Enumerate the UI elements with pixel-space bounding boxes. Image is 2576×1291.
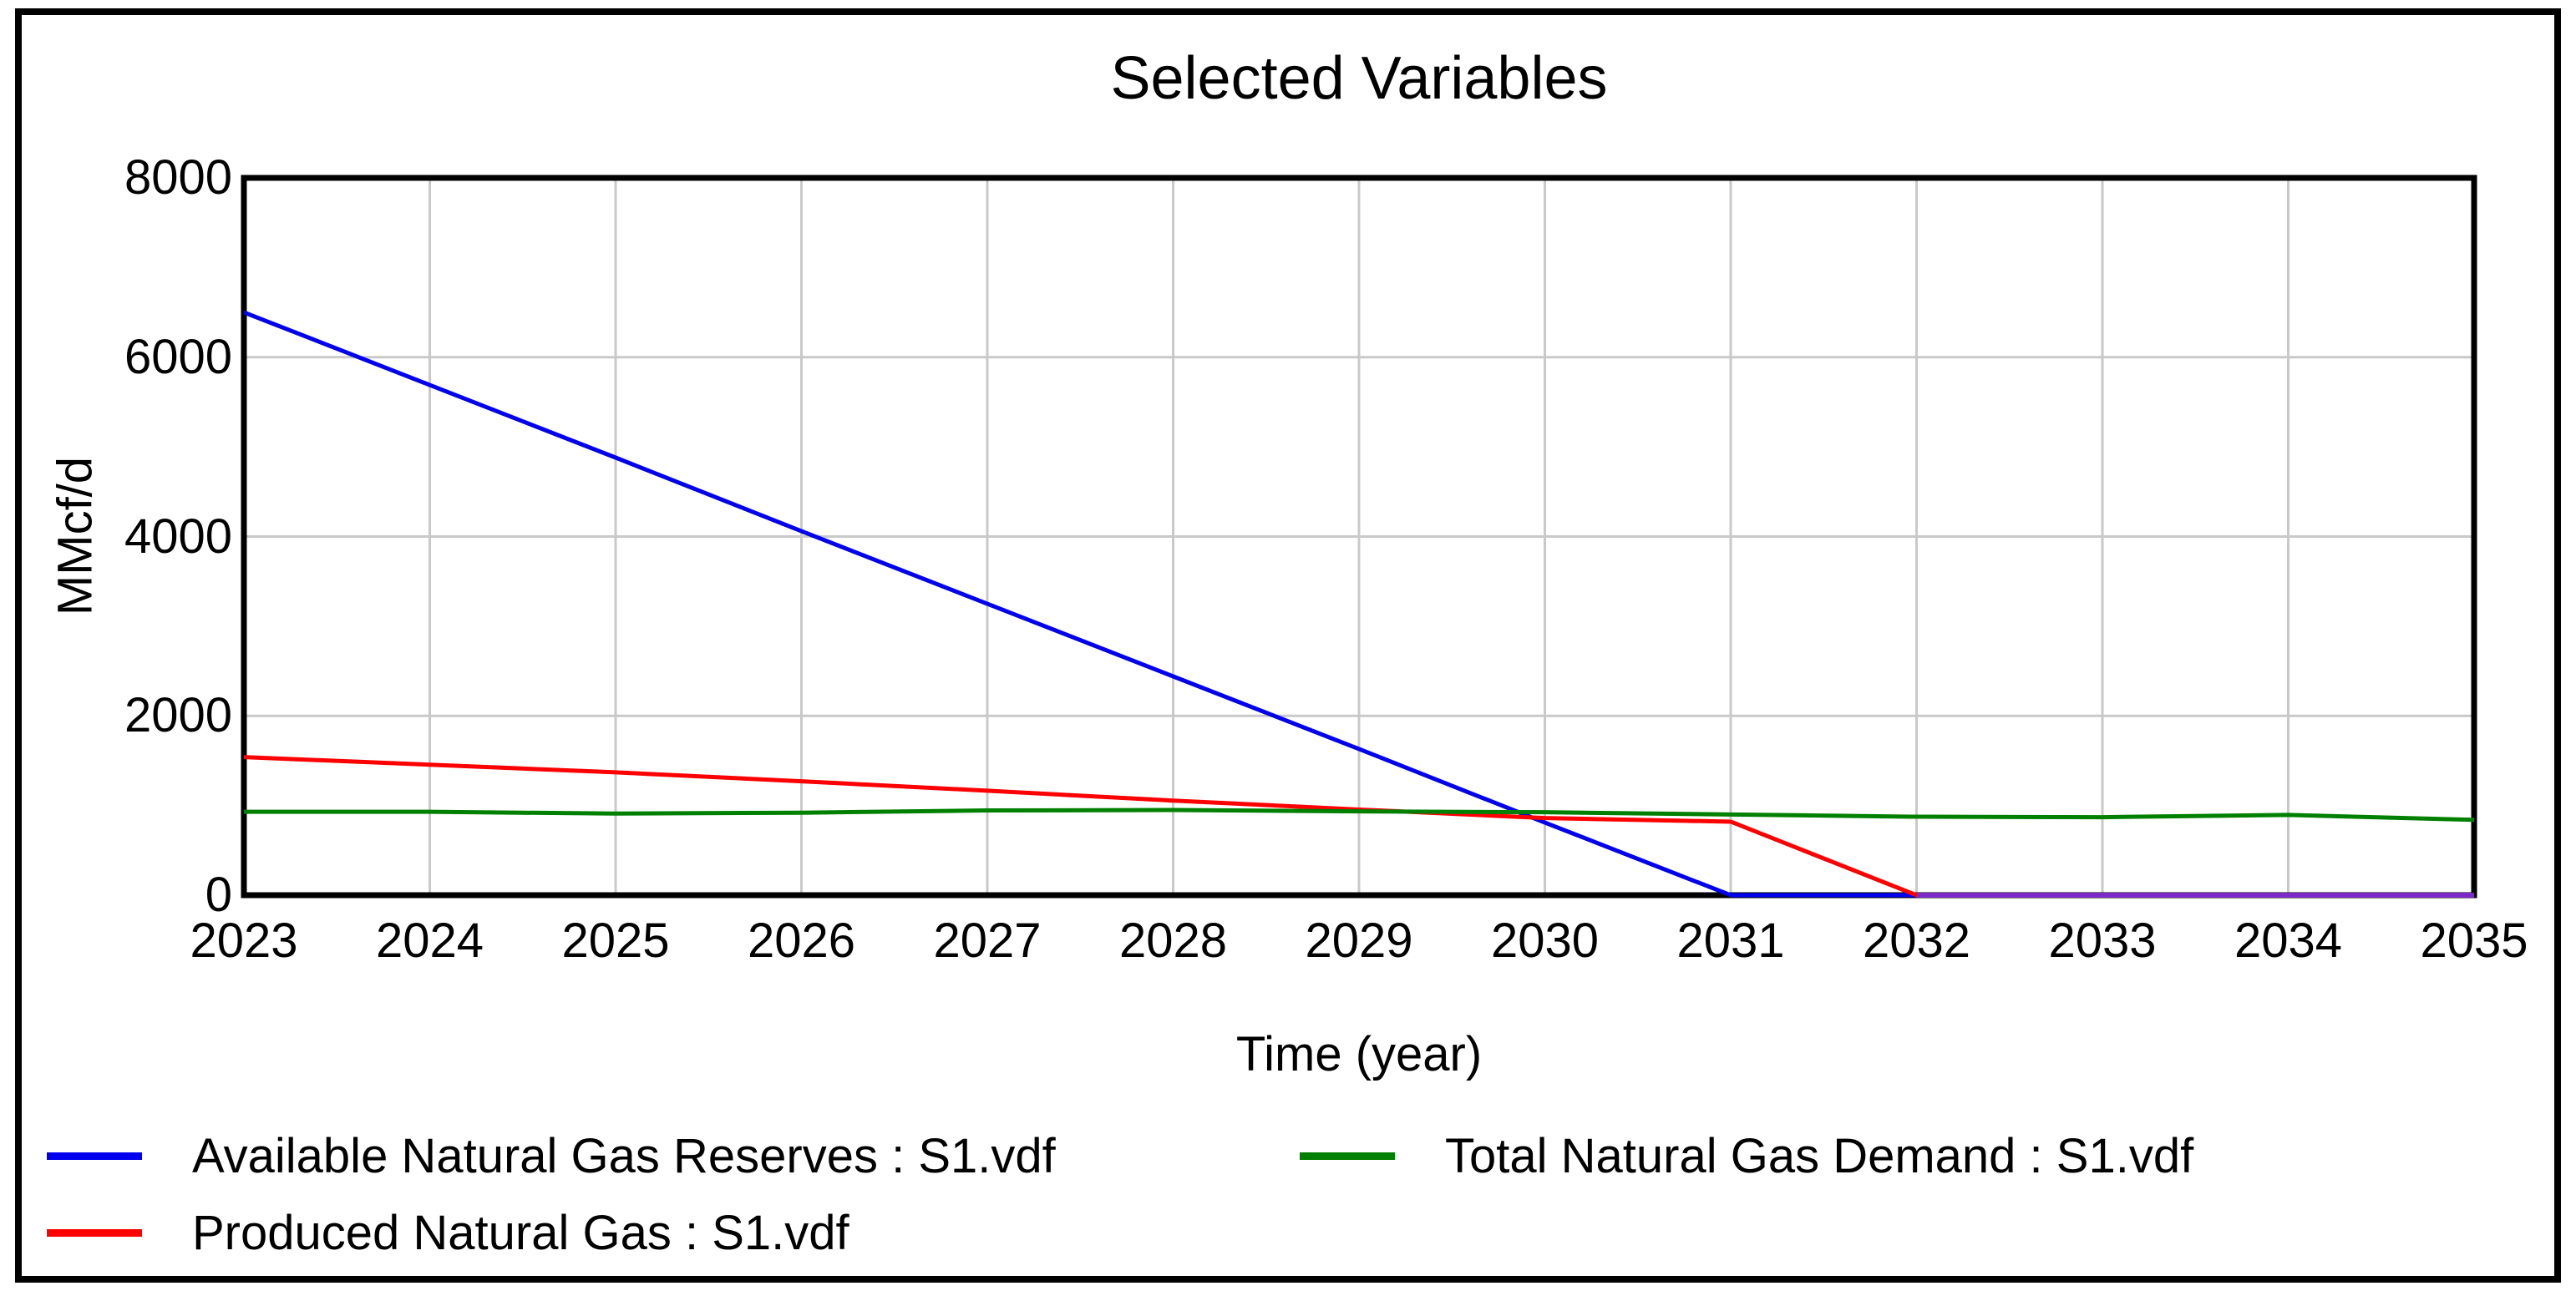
x-axis-title: Time (year) bbox=[1235, 1027, 1483, 1081]
chart-title: Selected Variables bbox=[1110, 45, 1608, 112]
y-tick-label: 8000 bbox=[124, 150, 232, 205]
x-tick-label: 2035 bbox=[2420, 914, 2528, 968]
legend-label: Total Natural Gas Demand : S1.vdf bbox=[1445, 1128, 2194, 1183]
window-border bbox=[15, 8, 2561, 1283]
legend-swatch-line bbox=[47, 1152, 142, 1160]
legend-column-1: Available Natural Gas Reserves : S1.vdf P… bbox=[47, 1124, 1056, 1278]
legend-column-2: Total Natural Gas Demand : S1.vdf bbox=[1300, 1124, 2193, 1201]
series-line bbox=[244, 808, 2475, 823]
legend-swatch-line bbox=[1300, 1152, 1395, 1160]
legend-label: Produced Natural Gas : S1.vdf bbox=[192, 1205, 849, 1260]
legend-swatch-line bbox=[47, 1228, 142, 1237]
x-tick-label: 2026 bbox=[747, 914, 856, 968]
x-tick-label: 2025 bbox=[561, 914, 670, 968]
x-tick-label: 2023 bbox=[190, 914, 298, 968]
x-tick-label: 2028 bbox=[1118, 914, 1228, 968]
x-tick-label: 2027 bbox=[933, 914, 1042, 968]
x-tick-label: 2032 bbox=[1862, 914, 1971, 968]
x-tick-label: 2033 bbox=[2048, 914, 2157, 968]
x-tick-label: 2030 bbox=[1490, 914, 1600, 968]
x-tick-label: 2024 bbox=[375, 914, 484, 968]
y-tick-label: 0 bbox=[205, 868, 232, 922]
legend-item: Available Natural Gas Reserves : S1.vdf bbox=[47, 1124, 1056, 1187]
y-tick-label: 6000 bbox=[124, 329, 232, 384]
legend-item: Produced Natural Gas : S1.vdf bbox=[47, 1201, 1056, 1264]
legend-item: Total Natural Gas Demand : S1.vdf bbox=[1300, 1124, 2193, 1187]
x-tick-label: 2031 bbox=[1676, 914, 1785, 968]
legend-label: Available Natural Gas Reserves : S1.vdf bbox=[192, 1128, 1056, 1183]
axis-frame bbox=[241, 175, 2477, 899]
y-tick-label: 2000 bbox=[124, 688, 232, 743]
x-tick-label: 2034 bbox=[2234, 914, 2343, 968]
y-tick-label: 4000 bbox=[124, 509, 232, 564]
x-tick-label: 2029 bbox=[1305, 914, 1413, 968]
